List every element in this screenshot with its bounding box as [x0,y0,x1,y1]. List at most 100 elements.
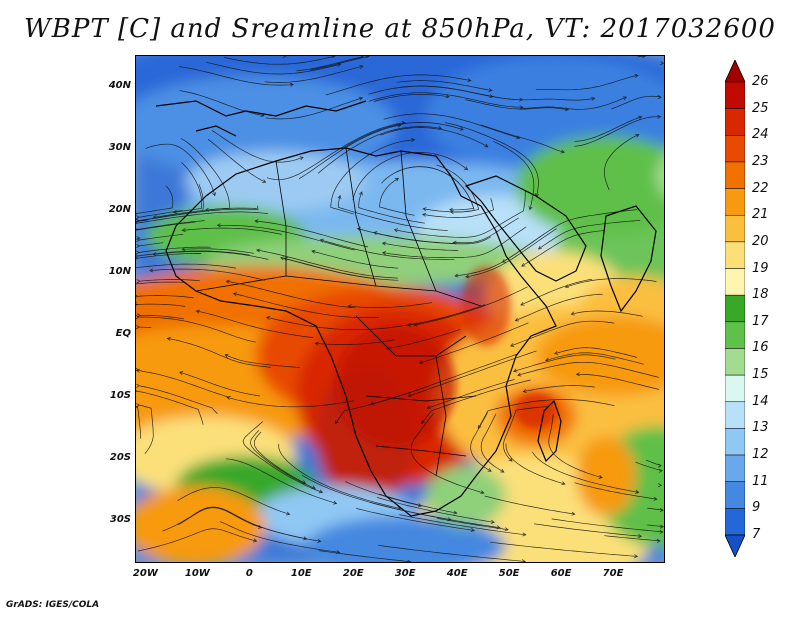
streamline-arrow [365,56,370,59]
streamline-arrow [598,474,603,479]
streamline [532,451,639,493]
streamline [445,122,539,197]
streamline-arrow [528,206,533,211]
streamline [182,227,282,235]
streamline [211,130,304,163]
streamline-arrow [642,56,647,59]
streamline [139,242,164,247]
streamline [206,62,341,75]
streamline [311,250,399,269]
colorbar-label: 16 [752,340,769,356]
streamline [233,293,379,318]
streamline [422,198,494,218]
streamline [517,361,659,378]
streamline [224,354,300,368]
streamline [265,97,363,120]
streamline [250,430,316,489]
streamline-arrow [637,534,643,539]
streamline-arrow [407,559,412,562]
streamline [465,228,557,278]
streamline-arrow [464,166,469,171]
streamline [167,338,271,368]
colorbar-swatch [725,428,745,456]
colorbar-label: 19 [752,260,769,276]
streamline-arrow [311,249,316,254]
streamline-arrow [658,468,663,473]
streamline [453,217,519,244]
streamline [224,56,336,65]
streamline [386,329,461,350]
streamline-arrow [254,219,259,224]
streamline [319,550,411,562]
streamline-arrow [449,207,454,212]
streamline [139,316,256,343]
streamline [576,373,660,390]
streamline [637,56,646,58]
streamline-arrow [657,95,662,100]
streamline-arrow [382,251,387,256]
streamline [298,124,401,180]
streamline [217,224,355,251]
streamline [149,268,265,281]
latitude-label: 10N [108,265,131,277]
streamline [545,352,644,365]
streamline-arrow [411,137,416,142]
streamline-arrow [256,248,261,253]
streamline [383,113,520,139]
colorbar-label: 20 [752,233,769,249]
streamline [493,140,535,210]
streamline [196,310,314,338]
streamline [255,220,369,248]
streamline [266,316,418,330]
streamline-arrow [181,247,186,252]
streamline [173,162,202,213]
colorbar-label: 17 [752,313,769,329]
streamline [548,414,603,479]
streamline-arrow [299,156,304,161]
streamline [647,524,664,527]
streamline-arrow [519,97,524,102]
streamline-arrow [535,193,539,198]
streamline-arrow [253,538,258,543]
colorbar-swatch [725,108,745,136]
streamline-arrow [638,115,643,120]
streamline-arrow [224,354,229,358]
streamline-arrow [136,256,139,260]
streamline-arrow [512,368,518,373]
streamline [137,220,205,230]
streamline [373,94,450,102]
streamline-arrow [301,480,307,484]
streamline [345,481,422,507]
latitude-label: 10S [109,389,131,401]
streamline-arrow [421,212,427,217]
streamline-arrow [622,96,628,101]
streamline [535,74,639,91]
streamline-arrow [445,94,450,99]
colorbar-swatch [725,268,745,296]
streamline-arrow [280,256,285,261]
streamline-arrow [537,245,542,250]
streamline-arrow [136,215,140,220]
colorbar-swatch [725,294,745,323]
colorbar-swatch [725,161,745,189]
streamline-arrow [514,317,519,322]
streamline [139,404,154,455]
streamline [139,326,152,328]
streamline [242,421,323,493]
streamline [370,353,519,405]
colorbar-label: 23 [752,153,769,169]
streamline-arrow [520,301,525,306]
streamline [138,246,211,253]
longitude-label: 20W [132,568,158,579]
colorbar-bottom-arrow [725,534,745,557]
streamline [368,85,523,101]
streamline [574,116,661,147]
streamline [538,220,641,250]
streamline-arrow [653,496,658,501]
streamline [604,535,661,542]
longitude-label: 30E [394,568,416,579]
longitude-label: 20E [342,568,364,579]
streamline-arrow [334,420,339,425]
streamline [136,211,268,224]
streamline [341,122,464,150]
